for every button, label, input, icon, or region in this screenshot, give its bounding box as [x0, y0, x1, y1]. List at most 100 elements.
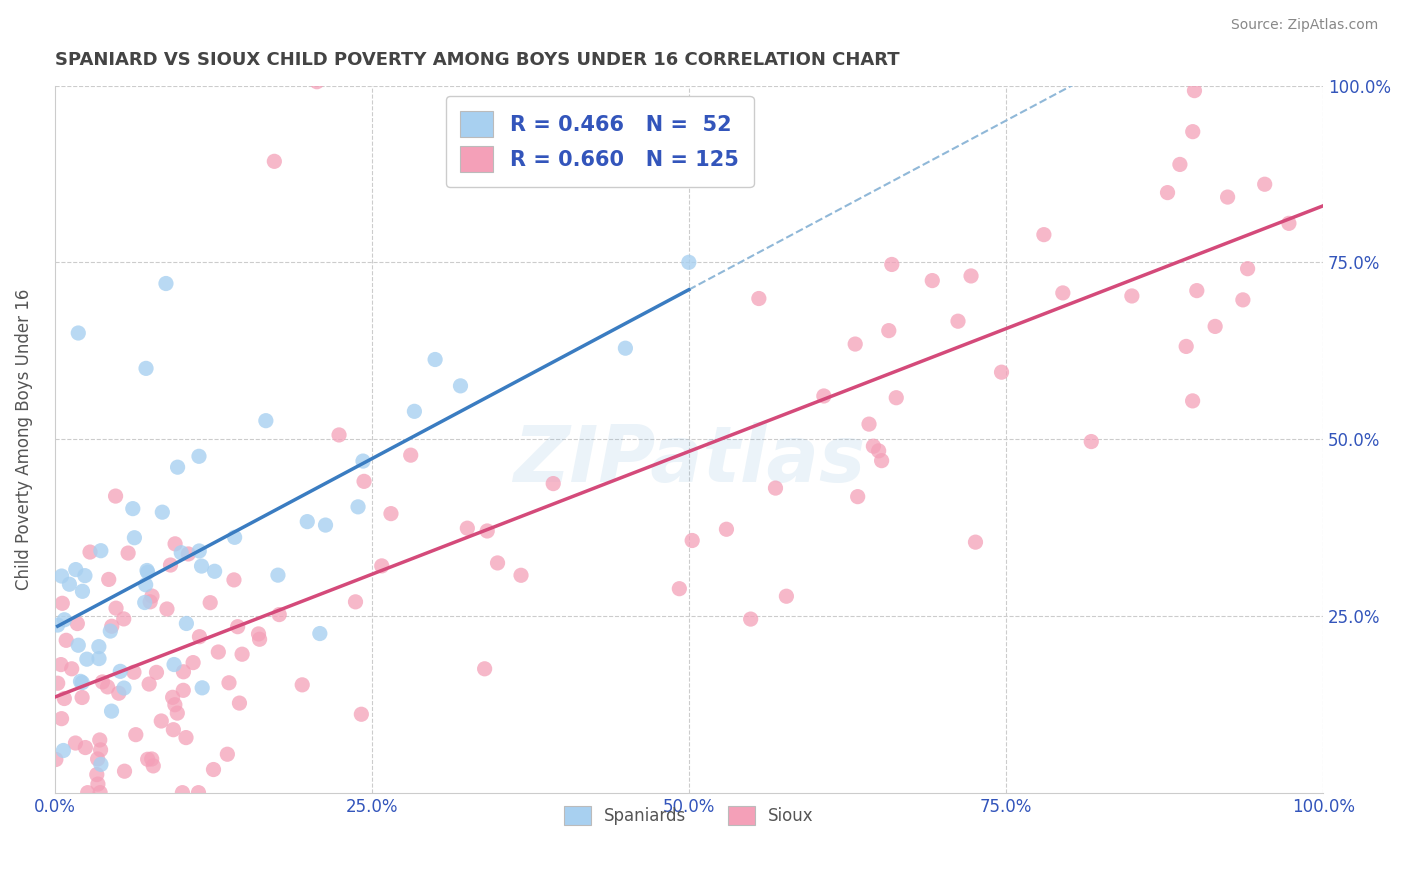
Point [399, 448, 422, 462]
Point [90, 543, 112, 558]
Point [1278, 216, 1301, 230]
Point [620, 162, 643, 177]
Point [70, 675, 93, 690]
Point [45, 752, 67, 766]
Point [51, 569, 73, 583]
Point [104, 489, 127, 503]
Point [52, 743, 75, 757]
Point [846, 490, 869, 504]
Point [813, 389, 835, 403]
Point [136, 564, 159, 578]
Point [110, 665, 132, 679]
Point [541, 476, 564, 491]
Point [291, 678, 314, 692]
Point [884, 391, 907, 405]
Point [456, 521, 478, 535]
Point [1052, 285, 1074, 300]
Point [740, 612, 762, 626]
Point [308, 626, 330, 640]
Point [668, 582, 690, 596]
Text: ZIPatlas: ZIPatlas [513, 422, 865, 499]
Point [136, 752, 159, 766]
Point [90, 743, 112, 757]
Point [423, 352, 446, 367]
Point [53, 613, 76, 627]
Point [66, 616, 89, 631]
Point [218, 675, 240, 690]
Point [775, 589, 797, 603]
Point [55, 633, 77, 648]
Point [72, 584, 94, 599]
Point [49, 657, 72, 672]
Point [87, 777, 110, 791]
Point [107, 686, 129, 700]
Point [870, 453, 893, 467]
Point [46, 618, 69, 632]
Point [134, 595, 156, 609]
Point [224, 530, 246, 544]
Point [1181, 125, 1204, 139]
Point [172, 683, 194, 698]
Point [315, 518, 337, 533]
Point [247, 627, 270, 641]
Y-axis label: Child Poverty Among Boys Under 16: Child Poverty Among Boys Under 16 [15, 288, 32, 590]
Point [176, 616, 198, 631]
Point [89, 733, 111, 747]
Point [188, 450, 211, 464]
Point [353, 475, 375, 489]
Point [1184, 84, 1206, 98]
Point [165, 537, 187, 551]
Point [1232, 293, 1254, 307]
Point [190, 559, 212, 574]
Point [51, 712, 73, 726]
Point [98, 624, 121, 639]
Point [1181, 393, 1204, 408]
Point [70, 690, 93, 705]
Point [76, 652, 98, 666]
Point [1121, 289, 1143, 303]
Point [135, 361, 157, 376]
Point [450, 379, 472, 393]
Point [155, 277, 177, 291]
Point [67, 638, 90, 652]
Text: SPANIARD VS SIOUX CHILD POVERTY AMONG BOYS UNDER 16 CORRELATION CHART: SPANIARD VS SIOUX CHILD POVERTY AMONG BO… [55, 51, 900, 69]
Point [117, 546, 139, 560]
Point [188, 630, 211, 644]
Point [60, 662, 83, 676]
Point [162, 690, 184, 705]
Point [352, 454, 374, 468]
Point [228, 696, 250, 710]
Point [328, 428, 350, 442]
Point [960, 268, 983, 283]
Point [170, 546, 193, 560]
Point [138, 677, 160, 691]
Point [862, 439, 884, 453]
Point [100, 704, 122, 718]
Point [188, 544, 211, 558]
Point [90, 757, 112, 772]
Point [51, 596, 73, 610]
Point [139, 595, 162, 609]
Point [112, 681, 135, 695]
Point [105, 601, 128, 615]
Point [202, 763, 225, 777]
Point [65, 563, 87, 577]
Point [187, 786, 209, 800]
Point [765, 481, 787, 495]
Point [166, 460, 188, 475]
Point [1236, 261, 1258, 276]
Point [267, 568, 290, 582]
Point [150, 505, 173, 519]
Point [67, 326, 90, 340]
Point [163, 657, 186, 672]
Point [269, 607, 291, 622]
Point [305, 75, 328, 89]
Point [114, 764, 136, 779]
Point [1253, 178, 1275, 192]
Point [477, 524, 499, 538]
Text: Source: ZipAtlas.com: Source: ZipAtlas.com [1230, 18, 1378, 32]
Point [79, 545, 101, 559]
Point [510, 568, 533, 582]
Point [135, 578, 157, 592]
Point [159, 558, 181, 572]
